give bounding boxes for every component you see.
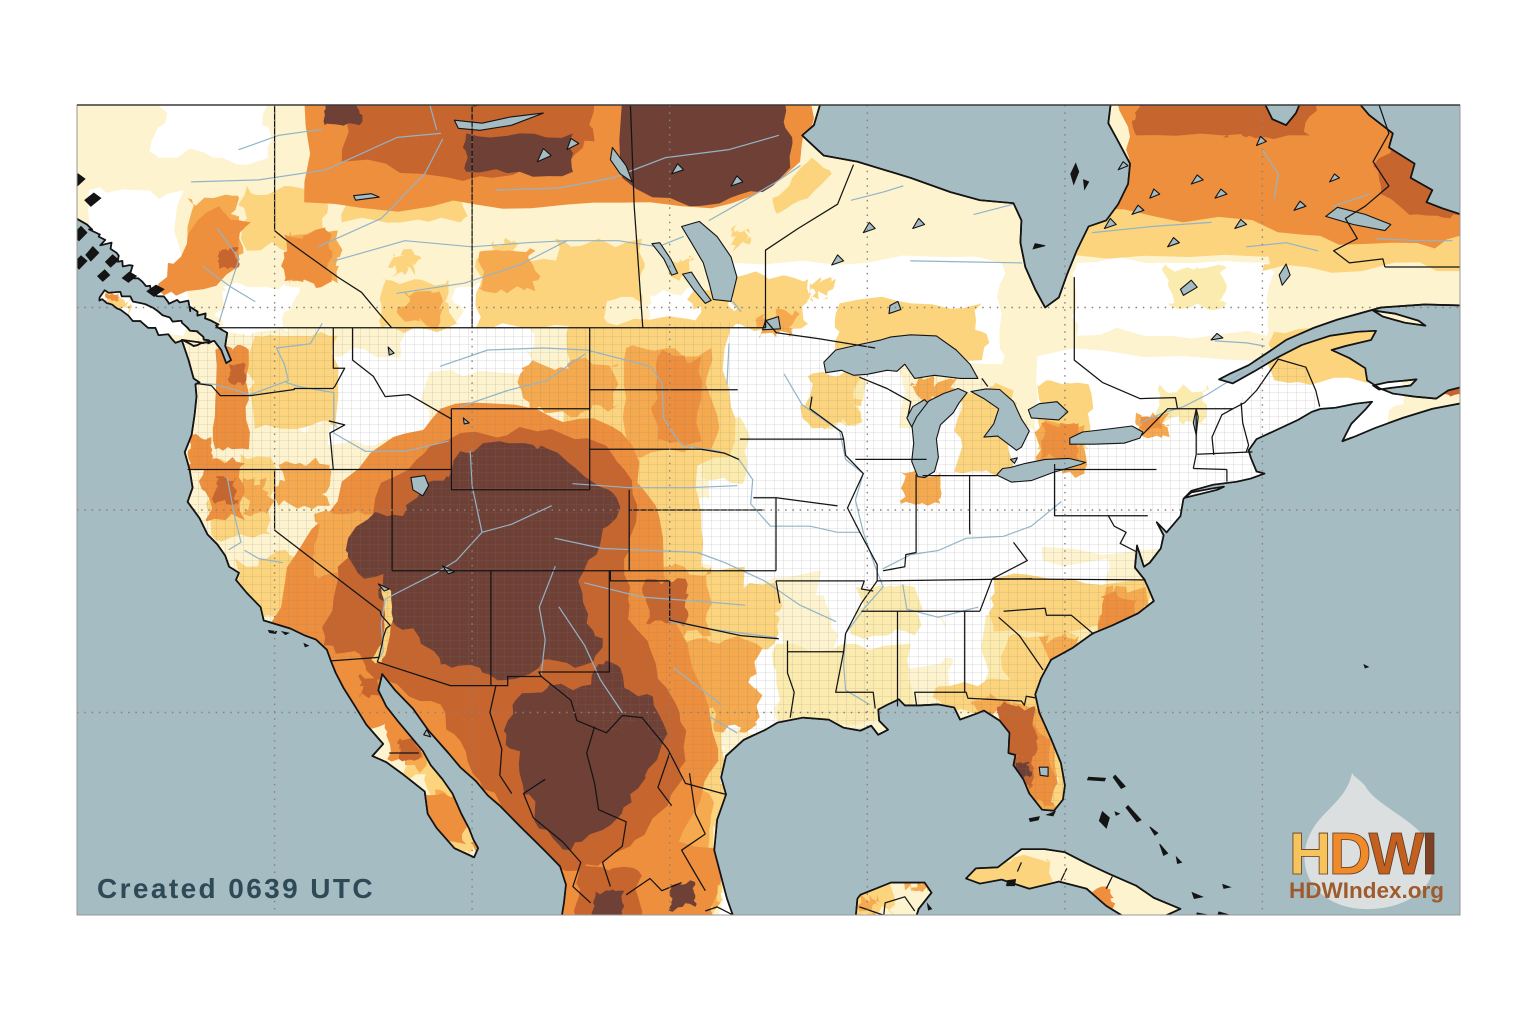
svg-text:Created 0639 UTC: Created 0639 UTC	[97, 873, 375, 904]
svg-text:HDWIndex.org: HDWIndex.org	[1289, 878, 1444, 903]
svg-text:HDWI: HDWI	[1289, 821, 1435, 887]
